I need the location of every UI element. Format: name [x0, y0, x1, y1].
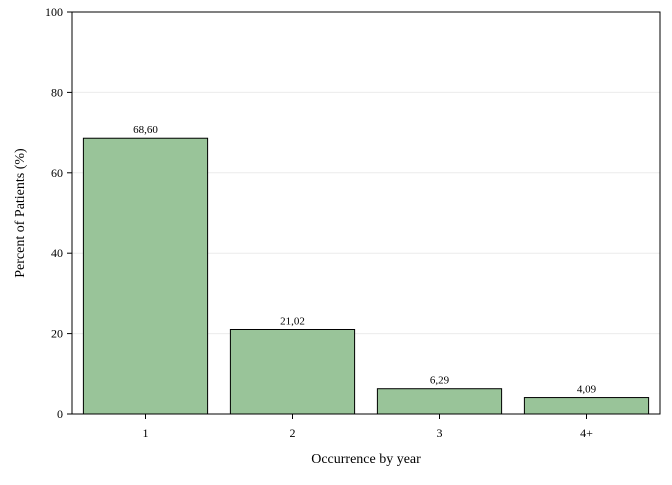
plot-frame	[71, 11, 661, 415]
bar	[376, 388, 503, 415]
y-axis-title: Percent of Patients (%)	[13, 148, 28, 278]
data-labels: 68,60 21,02 6,29 4,09	[133, 124, 597, 395]
bar-data-label: 4,09	[577, 384, 597, 396]
x-axis-ticks: 1 2 3 4+	[143, 414, 593, 440]
y-tick-label: 100	[45, 5, 63, 19]
y-tick-label: 0	[57, 407, 63, 421]
bar-data-label: 6,29	[430, 375, 450, 387]
x-tick-label: 4+	[580, 426, 593, 440]
bar-data-label: 21,02	[280, 315, 305, 327]
y-tick-label: 20	[51, 327, 63, 341]
x-axis-title: Occurrence by year	[311, 452, 421, 467]
x-tick-label: 1	[143, 426, 149, 440]
y-tick-label: 80	[51, 85, 63, 99]
bar-data-label: 68,60	[133, 124, 158, 136]
y-tick-label: 40	[51, 246, 63, 260]
bars	[82, 137, 650, 415]
y-tick-label: 60	[51, 166, 63, 180]
y-axis-ticks: 0 20 40 60 80 100	[45, 5, 72, 421]
x-tick-label: 2	[290, 426, 296, 440]
bar	[229, 328, 356, 415]
bar	[82, 137, 209, 415]
x-tick-label: 3	[437, 426, 443, 440]
bar	[523, 397, 650, 415]
